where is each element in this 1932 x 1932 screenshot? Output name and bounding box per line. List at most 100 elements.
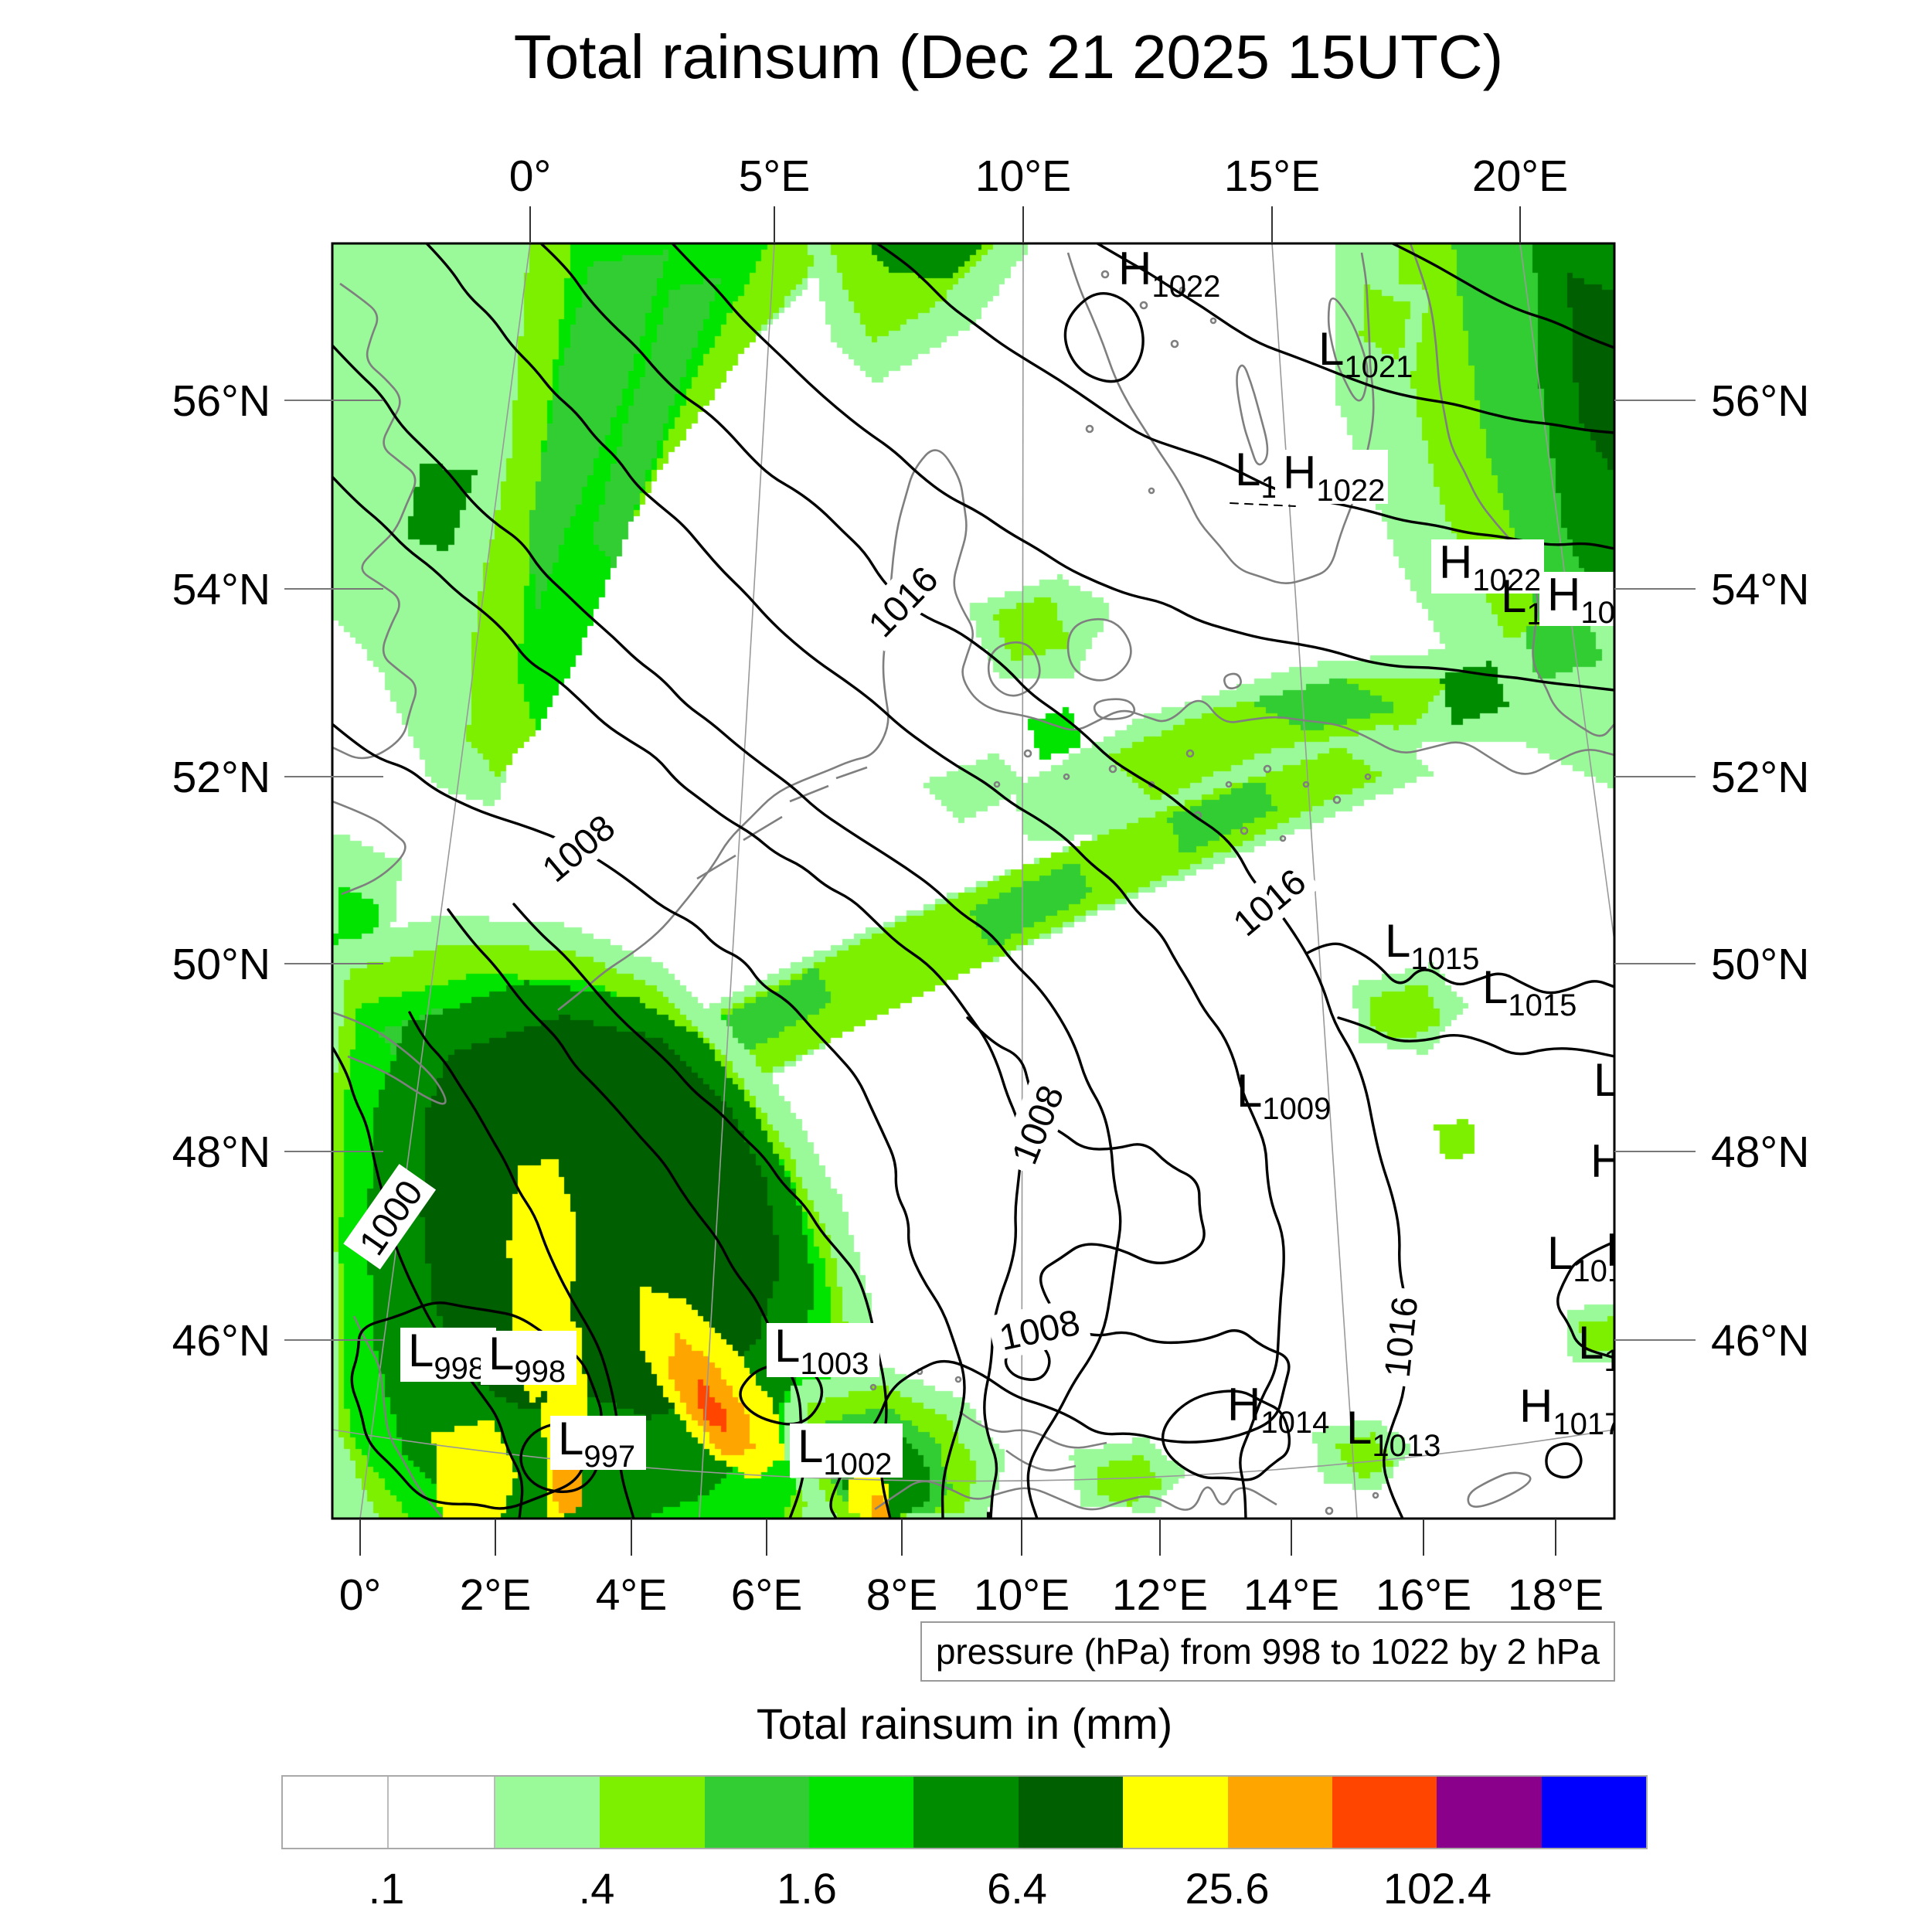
isobar-label-box: [1216, 852, 1321, 950]
island-speckle: [1332, 795, 1342, 804]
island-speckle: [1279, 835, 1287, 842]
isobar-label: 1016: [1216, 852, 1321, 950]
graticule-parallel: [332, 1429, 1614, 1482]
pressure-marker-text: H1016: [1590, 1135, 1692, 1196]
coastline: [332, 800, 406, 896]
coastline: [1066, 617, 1132, 682]
isobar: [332, 723, 966, 1519]
pressure-marker: L1002: [790, 1420, 903, 1481]
coastline: [743, 815, 783, 842]
colorbar-cell: [913, 1777, 1019, 1848]
pressure-marker-text: L1016: [1594, 1054, 1688, 1115]
island-speckle: [1364, 773, 1372, 781]
isobar-label: 1008: [997, 1070, 1076, 1178]
pressure-marker: H1022: [1275, 447, 1388, 508]
isobar-label-box: [997, 1070, 1076, 1178]
pressure-marker-box: [790, 1423, 903, 1478]
pressure-marker: L1021: [1318, 323, 1413, 384]
isobar: [539, 243, 1406, 1519]
coastline: [789, 784, 829, 803]
axis-tick-label-right: 48°N: [1711, 1128, 1809, 1177]
isobar: [829, 1016, 1291, 1519]
island-speckle: [1179, 286, 1186, 294]
island-speckle: [1240, 826, 1249, 835]
coastline: [1066, 252, 1375, 584]
isobar: [1161, 1389, 1291, 1481]
island-speckle: [1263, 764, 1272, 774]
pressure-marker-text: H1017: [1606, 1224, 1708, 1285]
axis-tick-label-bottom: 8°E: [866, 1570, 938, 1620]
island-speckle: [1209, 317, 1217, 325]
axis-tick-label-bottom: 12°E: [1112, 1570, 1208, 1620]
pressure-note: pressure (hPa) from 998 to 1022 by 2 hPa: [920, 1621, 1615, 1682]
coastline: [1005, 1449, 1077, 1471]
pressure-marker-box: [481, 1331, 577, 1385]
coastline: [557, 449, 1614, 1012]
pressure-marker-text: L1012: [983, 1502, 1077, 1563]
pressure-marker: H1016: [1590, 1135, 1692, 1196]
page-title: Total rainsum (Dec 21 2025 15UTC): [513, 22, 1504, 91]
pressure-marker: L1016: [1594, 1054, 1688, 1115]
isobar: [350, 1301, 603, 1510]
graticule-meridian: [1021, 243, 1024, 1519]
pressure-marker: H1022: [1539, 569, 1614, 630]
axis-tick-label-top: 20°E: [1472, 151, 1568, 201]
pressure-marker-text: L1021: [1318, 323, 1413, 384]
pressure-marker: L997: [550, 1413, 646, 1474]
isobar: [1556, 1240, 1614, 1359]
pressure-marker: L1016: [1547, 1227, 1614, 1288]
pressure-marker-text: L1015: [1482, 961, 1577, 1022]
axis-tick-label-bottom: 0°: [339, 1570, 382, 1620]
pressure-marker: L998: [400, 1325, 496, 1386]
isobar: [332, 1046, 524, 1519]
island-speckle: [1302, 781, 1310, 788]
isobar-label: 1008: [526, 798, 630, 896]
isobar-label-box: [852, 549, 952, 651]
coastline: [835, 766, 868, 780]
pressure-marker: H1017: [1519, 1380, 1614, 1441]
pressure-marker-box: [1275, 450, 1388, 504]
isobar: [1096, 243, 1614, 434]
island-speckle: [1100, 270, 1110, 279]
axis-tick-label-top: 15°E: [1224, 151, 1320, 201]
isobar: [876, 243, 1614, 550]
island-speckle: [954, 1376, 962, 1383]
graticule-meridian: [699, 243, 775, 1519]
isobar-label-box: [1372, 1286, 1427, 1388]
pressure-marker: H1017: [1606, 1224, 1708, 1285]
island-speckle: [1063, 773, 1070, 781]
colorbar-cell: [704, 1777, 809, 1848]
colorbar-cell: [1227, 1777, 1332, 1848]
island-speckle: [1139, 301, 1148, 310]
graticule-meridian: [1519, 243, 1614, 946]
pressure-marker-text: L1016: [1578, 1317, 1672, 1378]
coastline: [332, 1011, 447, 1105]
pressure-marker: L1015: [1385, 915, 1479, 976]
axis-tick-label-bottom: 16°E: [1376, 1570, 1471, 1620]
isobar: [512, 903, 892, 1519]
pressure-marker: L1013: [1346, 1402, 1440, 1463]
island-speckle: [1023, 749, 1032, 758]
isobar: [1063, 291, 1145, 383]
axis-tick-label-right: 56°N: [1711, 376, 1809, 426]
axis-tick-label-bottom: 10°E: [974, 1570, 1070, 1620]
colorbar-tick-label: 102.4: [1383, 1864, 1492, 1913]
isobar: [1545, 1442, 1583, 1479]
axis-tick-label-left: 50°N: [172, 940, 270, 989]
axis-tick-label-left: 46°N: [172, 1316, 270, 1366]
pressure-marker: H1022: [1431, 536, 1544, 597]
pressure-marker: H1014: [1227, 1379, 1329, 1440]
colorbar-tick-label: 25.6: [1185, 1864, 1270, 1913]
axis-tick-label-left: 48°N: [172, 1128, 270, 1177]
island-speckle: [1325, 1506, 1334, 1515]
pressure-marker: L1015: [1482, 961, 1577, 1022]
coastline: [332, 282, 417, 760]
pressure-marker-text: H1022: [1118, 243, 1220, 304]
island-speckle: [1108, 764, 1117, 774]
island-speckle: [869, 1383, 877, 1391]
isobar: [425, 243, 1285, 1519]
axis-tick-label-left: 56°N: [172, 376, 270, 426]
island-speckle: [1085, 424, 1094, 434]
colorbar-cell: [1332, 1777, 1437, 1848]
